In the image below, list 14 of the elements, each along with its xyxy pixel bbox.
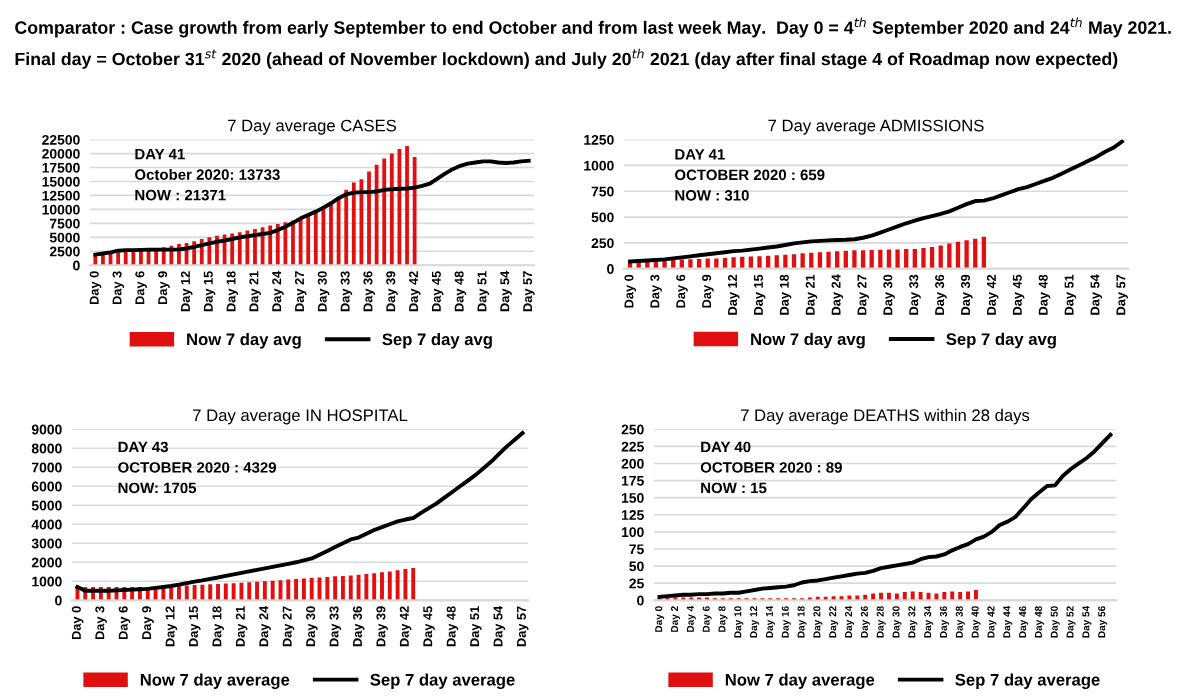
legend-label: Sep 7 day average xyxy=(370,673,515,690)
legend-label: Sep 7 day avg xyxy=(382,333,492,349)
legend-label: Sep 7 day avg xyxy=(946,332,1056,349)
legend-label: Now 7 day average xyxy=(140,673,290,690)
legend-label: Now 7 day avg xyxy=(751,332,865,349)
chart-title: 7 Day average IN HOSPITAL xyxy=(193,409,408,425)
text: Comparator : Case growth from early September to end October and from last week May. Day 0 = 4$^{th}$ September 2020 and 24$^{th}$ May 2021. xyxy=(15,17,1171,38)
chart-title: 7 Day average ADMISSIONS xyxy=(768,119,984,135)
legend-label: Sep 7 day average xyxy=(955,673,1100,690)
text: Final day = October 31$^{st}$ 2020 (ahead of November lockdown) and July 20$^{th}$ 2021 (day after final stage 4 of Roadmap now expected) xyxy=(15,48,1118,69)
legend-label: Now 7 day avg xyxy=(187,333,301,349)
legend-label: Now 7 day average xyxy=(725,673,875,690)
chart-title: 7 Day average DEATHS within 28 days xyxy=(741,408,1030,425)
chart-title: 7 Day average CASES xyxy=(228,119,396,135)
